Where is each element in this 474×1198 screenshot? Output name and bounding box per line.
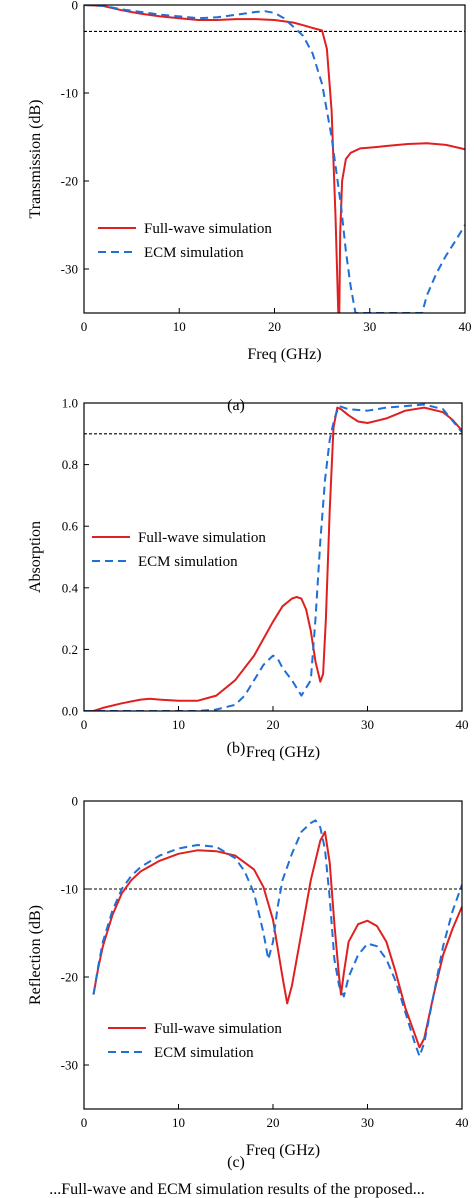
x-tick-label: 10 [172, 717, 185, 732]
caption-a: (a) [227, 397, 245, 414]
x-tick-label: 0 [81, 319, 88, 334]
footer-text: ...Full-wave and ECM simulation results … [49, 1181, 425, 1198]
x-tick-label: 0 [81, 1115, 88, 1130]
y-tick-label: -10 [61, 86, 78, 101]
reflection-chart: 0 10 20 30 40 0 -10 -20 -30 Freq (GHz) Reflection … [27, 794, 469, 1160]
x-tick-label: 20 [267, 1115, 280, 1130]
y-tick-label: 0.0 [62, 704, 78, 719]
y-tick-label: 0 [72, 794, 79, 809]
x-tick-label: 30 [361, 1115, 374, 1130]
y-axis-title: Absorption [27, 521, 44, 593]
x-tick-label: 30 [363, 319, 376, 334]
y-tick-label: -30 [61, 1058, 78, 1073]
ecm-series-line [92, 819, 462, 1058]
absorption-chart: 0 10 20 30 40 0.0 0.2 0.4 0.6 0.8 1.0 Freq (GHz) Abs… [27, 396, 469, 762]
y-tick-label: -10 [61, 882, 78, 897]
y-tick-label: 1.0 [62, 396, 78, 411]
y-tick-label: -20 [61, 174, 78, 189]
plot-frame [83, 800, 463, 1110]
y-axis-title: Reflection (dB) [27, 905, 44, 1005]
x-axis-title: Freq (GHz) [247, 346, 321, 363]
x-tick-label: 0 [81, 717, 88, 732]
legend-label: Full-wave simulation [144, 221, 272, 237]
legend-label: ECM simulation [154, 1045, 254, 1061]
y-tick-label: -30 [61, 262, 78, 277]
caption-c: (c) [227, 1154, 245, 1171]
x-tick-label: 40 [456, 717, 469, 732]
x-tick-label: 10 [173, 319, 186, 334]
y-tick-label: 0 [72, 0, 79, 13]
x-tick-label: 10 [172, 1115, 185, 1130]
transmission-chart: 0 10 20 30 40 0 -10 -20 -30 Freq (GHz) Transmissio… [27, 0, 472, 363]
y-tick-label: 0.8 [62, 457, 78, 472]
caption-b: (b) [227, 740, 246, 757]
legend-label: Full-wave simulation [138, 530, 266, 546]
y-tick-label: -20 [61, 970, 78, 985]
x-tick-label: 40 [456, 1115, 469, 1130]
y-tick-label: 0.2 [62, 642, 78, 657]
x-tick-label: 20 [268, 319, 281, 334]
ecm-series-line [84, 5, 465, 313]
y-tick-label: 0.4 [62, 580, 79, 595]
legend-label: ECM simulation [144, 245, 244, 261]
y-axis-title: Transmission (dB) [27, 100, 44, 219]
full-wave-series-line [84, 5, 465, 313]
y-tick-label: 0.6 [62, 519, 79, 534]
full-wave-series-line [92, 830, 462, 1049]
full-wave-series-line [84, 406, 462, 711]
x-tick-label: 20 [267, 717, 280, 732]
legend-label: Full-wave simulation [154, 1021, 282, 1037]
x-axis-title: Freq (GHz) [246, 744, 320, 761]
x-axis-title: Freq (GHz) [246, 1142, 320, 1159]
x-tick-label: 30 [361, 717, 374, 732]
ecm-series-line [84, 403, 462, 711]
x-tick-label: 40 [459, 319, 472, 334]
legend-label: ECM simulation [138, 554, 238, 570]
plot-frame [83, 4, 466, 314]
